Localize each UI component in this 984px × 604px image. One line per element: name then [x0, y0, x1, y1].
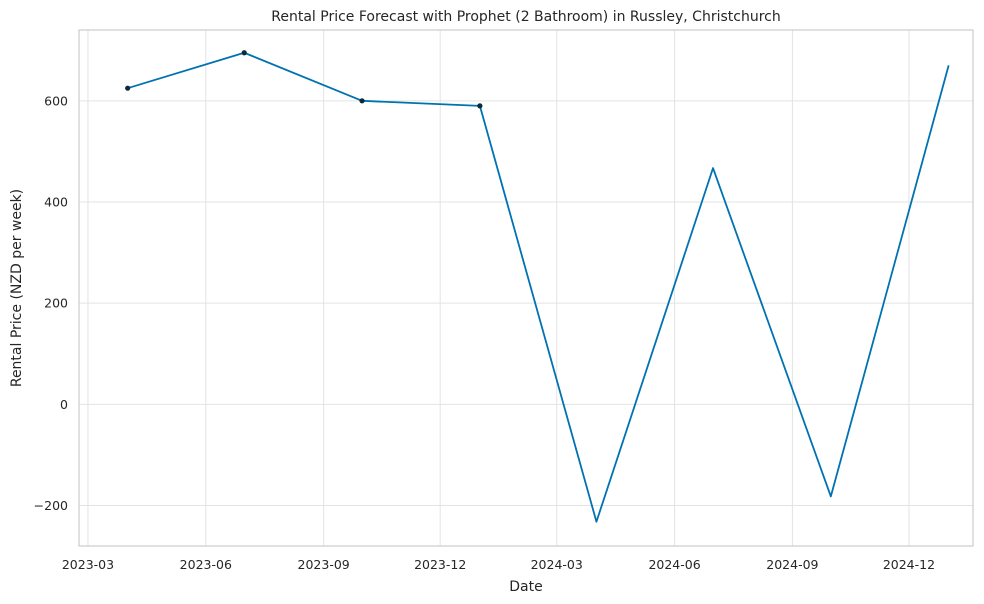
x-axis-label: Date [509, 579, 542, 595]
y-tick-label: 400 [44, 195, 68, 210]
x-tick-label: 2023-09 [298, 557, 350, 572]
data-point [359, 98, 365, 104]
grid [79, 30, 973, 546]
forecast-line [127, 51, 950, 523]
series-layer [125, 50, 950, 523]
data-point [125, 85, 131, 91]
x-tick-label: 2024-09 [766, 557, 818, 572]
y-tick-label: −200 [34, 498, 68, 513]
x-tick-label: 2024-06 [648, 557, 700, 572]
y-axis-label: Rental Price (NZD per week) [9, 189, 25, 387]
y-tick-label: 200 [44, 296, 68, 311]
chart-title: Rental Price Forecast with Prophet (2 Ba… [271, 9, 780, 25]
x-tick-label: 2023-12 [414, 557, 466, 572]
tick-labels: 2023-03 2023-06 2023-09 2023-12 2024-03 2024-… [34, 93, 935, 572]
x-tick-label: 2024-03 [531, 557, 583, 572]
x-tick-label: 2023-06 [180, 557, 232, 572]
data-point [241, 50, 247, 56]
plot-frame [78, 29, 974, 547]
y-tick-label: 600 [44, 93, 68, 108]
data-point [477, 103, 483, 109]
x-tick-label: 2024-12 [883, 557, 935, 572]
x-tick-label: 2023-03 [62, 557, 114, 572]
y-tick-label: 0 [60, 397, 68, 412]
